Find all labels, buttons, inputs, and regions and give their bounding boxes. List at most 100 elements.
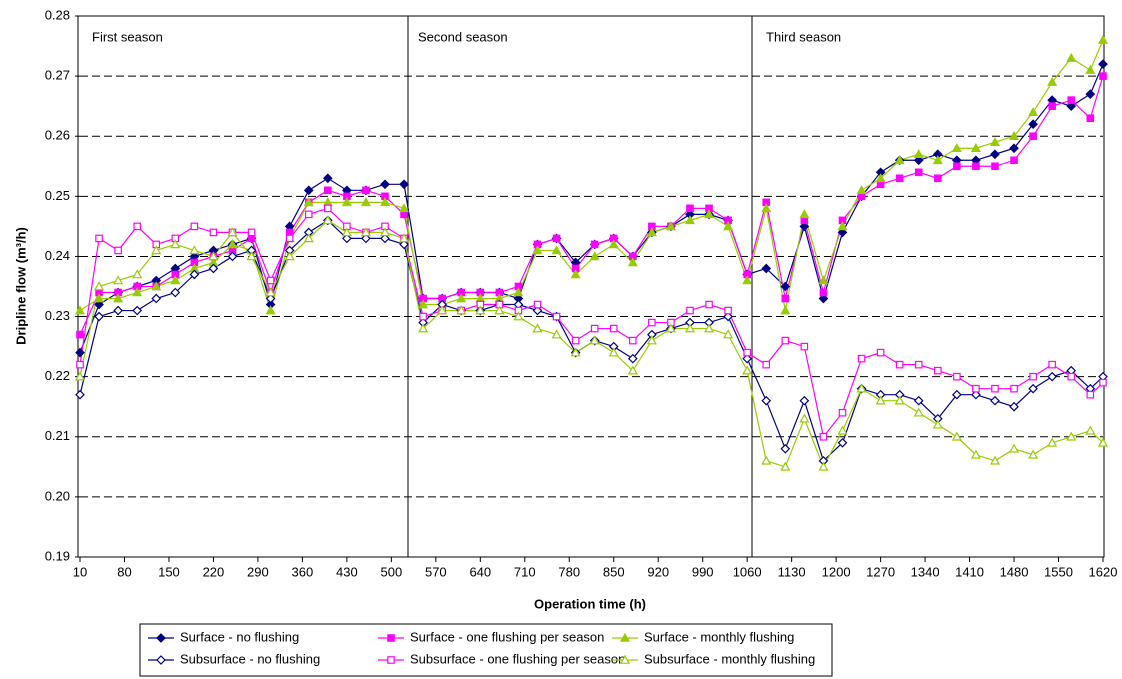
marker (552, 234, 561, 243)
marker (619, 654, 631, 664)
marker (857, 354, 866, 363)
marker (913, 407, 924, 417)
marker (818, 293, 829, 304)
marker (1029, 372, 1037, 381)
marker (1085, 89, 1096, 99)
marker (322, 215, 333, 225)
marker (704, 323, 715, 333)
marker (475, 305, 486, 315)
marker (227, 227, 238, 237)
y-tick-label: 0.25 (45, 188, 70, 203)
marker (570, 347, 581, 357)
marker (571, 336, 580, 345)
marker (818, 461, 829, 471)
marker (894, 395, 905, 405)
marker (799, 221, 810, 232)
marker (322, 173, 333, 184)
legend-label: Surface - one flushing per season (410, 629, 604, 644)
marker (324, 204, 332, 213)
marker (132, 305, 143, 316)
season-label: First season (92, 29, 163, 44)
marker (456, 305, 467, 315)
marker (990, 149, 1000, 160)
marker (379, 227, 391, 237)
y-tick-label: 0.22 (45, 368, 70, 383)
marker (456, 293, 467, 303)
marker (856, 185, 867, 195)
x-tick-label: 1200 (822, 564, 851, 579)
marker (646, 227, 657, 237)
marker (303, 185, 314, 196)
marker (686, 306, 694, 315)
legend-label: Surface - monthly flushing (644, 629, 794, 644)
marker (551, 245, 562, 255)
marker (94, 311, 104, 322)
marker (761, 203, 772, 213)
marker (627, 353, 638, 364)
marker (742, 353, 753, 364)
marker (665, 221, 676, 231)
marker (1010, 384, 1018, 393)
marker (1097, 437, 1109, 447)
marker (609, 324, 618, 333)
season-label: Third season (766, 29, 841, 44)
marker (724, 306, 732, 315)
marker (513, 311, 524, 321)
x-tick-label: 1480 (1000, 564, 1029, 579)
marker (1085, 425, 1096, 435)
marker (780, 461, 791, 471)
marker (379, 197, 391, 207)
marker (913, 149, 924, 159)
marker (1097, 34, 1109, 44)
y-tick-label: 0.20 (45, 488, 70, 503)
marker (1067, 96, 1076, 104)
marker (399, 239, 409, 250)
marker (285, 234, 294, 243)
marker (990, 395, 1000, 406)
marker (156, 655, 166, 665)
marker (208, 263, 219, 274)
marker (913, 395, 924, 406)
marker (418, 299, 429, 309)
marker (265, 287, 276, 297)
marker (1047, 371, 1058, 382)
marker (208, 251, 219, 261)
marker (76, 360, 84, 369)
x-tick-label: 10 (73, 564, 87, 579)
marker (265, 305, 276, 315)
marker (74, 305, 86, 315)
y-axis-title: Dripline flow (m³/h) (13, 227, 28, 345)
marker (799, 395, 810, 406)
marker (151, 293, 162, 304)
marker (303, 197, 314, 207)
marker (780, 281, 791, 292)
marker (781, 294, 790, 303)
marker (933, 366, 942, 375)
marker (705, 300, 713, 309)
marker (1086, 390, 1095, 399)
marker (532, 323, 543, 333)
marker (380, 179, 390, 190)
marker (1028, 106, 1039, 116)
marker (324, 186, 332, 195)
marker (190, 222, 199, 231)
marker (837, 221, 848, 231)
marker (1085, 64, 1096, 74)
marker (608, 347, 619, 357)
marker (1099, 72, 1107, 80)
marker (953, 372, 961, 381)
marker (989, 455, 1001, 465)
marker (608, 239, 619, 249)
marker (361, 233, 371, 244)
marker (304, 210, 313, 219)
marker (303, 233, 314, 243)
marker (1009, 443, 1020, 453)
marker (913, 155, 924, 166)
marker (646, 335, 657, 345)
marker (1009, 130, 1020, 141)
y-tick-label: 0.19 (45, 548, 70, 563)
marker (762, 360, 771, 369)
marker (341, 197, 352, 207)
marker (151, 245, 162, 255)
